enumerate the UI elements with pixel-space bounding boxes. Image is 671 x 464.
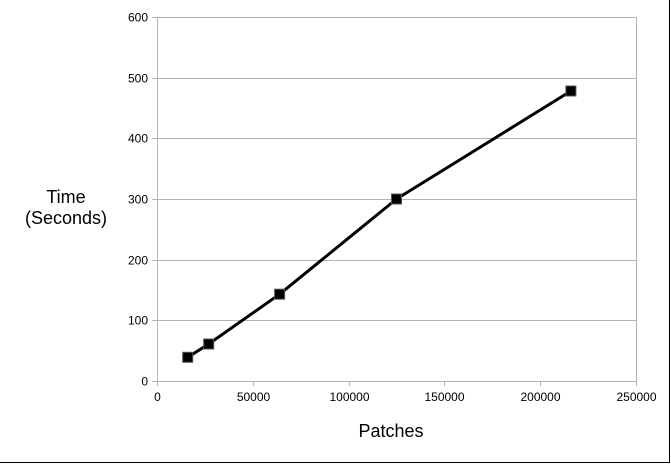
data-point xyxy=(565,85,577,97)
series-lines xyxy=(186,89,572,359)
y-tick-label: 200 xyxy=(128,254,148,268)
y-tick-label: 0 xyxy=(141,375,148,389)
gridlines xyxy=(157,17,636,321)
x-axis-title: Patches xyxy=(358,421,423,441)
data-point xyxy=(274,288,286,300)
x-tick-labels: 0 50000 100000 150000 200000 250000 xyxy=(154,390,657,404)
y-tick-label: 600 xyxy=(128,11,148,25)
y-tick-label: 500 xyxy=(128,72,148,86)
data-point xyxy=(203,338,215,350)
x-tick-label: 100000 xyxy=(329,390,369,404)
data-point xyxy=(391,193,402,205)
y-axis-title-line-1: Time xyxy=(46,187,85,207)
x-tick-label: 150000 xyxy=(424,390,464,404)
data-point xyxy=(182,351,194,363)
x-tick-label: 0 xyxy=(154,390,161,404)
x-tick-label: 250000 xyxy=(616,390,656,404)
axes xyxy=(152,17,637,386)
y-tick-label: 400 xyxy=(128,132,148,146)
data-point-markers xyxy=(182,85,577,363)
x-tick-label: 50000 xyxy=(237,390,271,404)
x-tick-label: 200000 xyxy=(520,390,560,404)
y-tick-labels: 0 100 200 300 400 500 600 xyxy=(128,11,148,389)
y-tick-label: 300 xyxy=(128,193,148,207)
y-axis-title-line-2: (Seconds) xyxy=(25,208,107,228)
y-tick-label: 100 xyxy=(128,314,148,328)
series-line-0 xyxy=(186,89,572,359)
